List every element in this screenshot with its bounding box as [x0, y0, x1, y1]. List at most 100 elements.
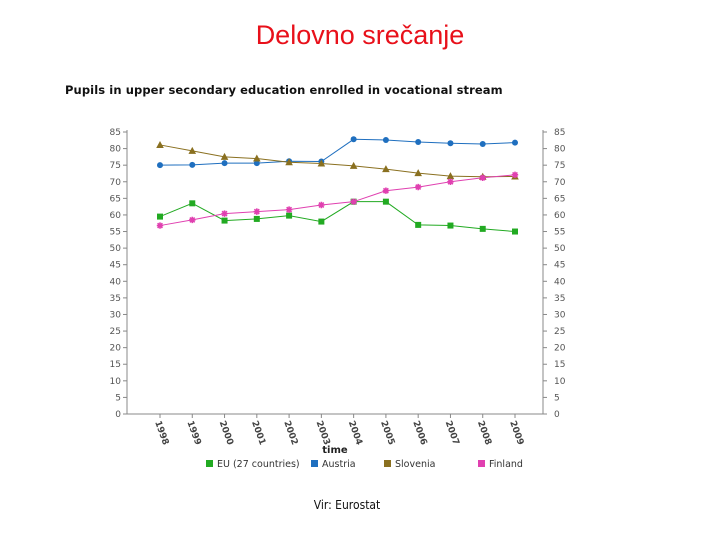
y-tick-label-left: 40 [110, 277, 122, 287]
y-tick-label-right: 20 [554, 344, 566, 354]
x-tick-label: 2007 [443, 420, 461, 447]
legend-label: Finland [489, 459, 523, 470]
x-tick-label: 2009 [507, 420, 525, 447]
data-point [157, 213, 163, 220]
data-point [350, 136, 357, 143]
y-tick-label-left: 15 [110, 360, 121, 370]
x-axis-title: time [322, 445, 348, 456]
data-point [318, 218, 325, 225]
x-tick-label: 1998 [152, 420, 170, 447]
y-tick-label-right: 40 [554, 277, 566, 287]
data-point [285, 158, 293, 166]
data-point [479, 140, 486, 147]
legend-swatch [311, 460, 318, 467]
y-tick-label-left: 45 [110, 261, 121, 271]
x-tick-label: 1999 [184, 420, 202, 447]
y-tick-label-left: 55 [110, 228, 121, 238]
data-point [253, 208, 261, 215]
slide-title: Delovno srečanje [255, 20, 465, 50]
data-point [156, 140, 164, 148]
series-finland [156, 171, 519, 229]
data-point [221, 160, 228, 167]
data-point [253, 215, 260, 222]
source-note: Vir: Eurostat [313, 498, 381, 512]
y-tick-label-left: 0 [115, 410, 121, 420]
x-tick-label: 2002 [281, 420, 299, 447]
series-line [159, 174, 516, 227]
x-tick-label: 2004 [346, 420, 364, 447]
data-point [221, 210, 228, 217]
data-point [479, 174, 486, 181]
y-tick-label-right: 10 [554, 377, 566, 387]
data-point [447, 178, 454, 185]
data-point [414, 183, 422, 191]
y-tick-label-left: 70 [110, 178, 122, 188]
y-tick-label-left: 25 [110, 327, 121, 337]
y-tick-label-left: 65 [110, 194, 121, 204]
y-tick-label-right: 50 [554, 244, 566, 254]
series-line [159, 144, 516, 178]
y-tick-label-right: 15 [554, 360, 565, 370]
chart-title: Pupils in upper secondary education enro… [65, 83, 503, 97]
y-tick-label-right: 5 [554, 393, 560, 403]
x-tick-label: 2000 [217, 420, 235, 447]
chart-legend: EU (27 countries) Austria Slovenia Finland [206, 459, 523, 470]
data-point [512, 139, 518, 146]
x-tick-label: 2006 [410, 420, 428, 447]
y-tick-label-right: 70 [554, 178, 566, 188]
y-tick-label-right: 55 [554, 228, 565, 238]
series-austria [157, 136, 518, 169]
y-tick-label-left: 85 [110, 128, 121, 138]
data-point [415, 138, 422, 145]
series-line [159, 201, 516, 233]
data-point [286, 212, 293, 219]
data-point [447, 140, 454, 147]
data-point [253, 154, 261, 162]
data-point [479, 225, 486, 232]
chart-series [156, 136, 519, 235]
legend-swatch [478, 460, 485, 467]
data-point [414, 169, 422, 177]
x-tick-label: 2003 [314, 420, 332, 447]
y-tick-label-right: 60 [554, 211, 566, 221]
series-line [159, 138, 516, 166]
data-point [511, 171, 519, 178]
data-point [221, 217, 228, 224]
y-tick-label-left: 5 [115, 393, 121, 403]
y-tick-label-left: 80 [110, 145, 122, 155]
y-tick-label-right: 85 [554, 128, 565, 138]
data-point [382, 198, 389, 205]
series-eu-27-countries [157, 198, 518, 235]
data-point [157, 162, 163, 169]
legend-label: Slovenia [395, 459, 435, 470]
y-tick-label-right: 35 [554, 294, 565, 304]
data-point [156, 222, 164, 229]
data-point [415, 221, 422, 228]
data-point [253, 160, 260, 167]
y-tick-label-right: 45 [554, 261, 565, 271]
y-tick-label-left: 35 [110, 294, 121, 304]
data-point [382, 187, 390, 194]
data-point [382, 165, 390, 173]
y-tick-label-right: 0 [554, 410, 560, 420]
y-tick-label-right: 65 [554, 194, 565, 204]
data-point [349, 161, 358, 169]
y-tick-label-left: 50 [110, 244, 122, 254]
data-point [189, 161, 196, 168]
y-tick-label-right: 30 [554, 310, 566, 320]
data-point [447, 222, 454, 229]
y-tick-label-right: 25 [554, 327, 565, 337]
legend-label: Austria [322, 459, 356, 470]
y-tick-label-left: 60 [110, 211, 122, 221]
y-tick-label-right: 75 [554, 161, 565, 171]
x-tick-label: 2005 [378, 420, 396, 447]
y-tick-label-left: 10 [110, 377, 122, 387]
data-point [189, 200, 196, 207]
y-tick-label-left: 20 [110, 344, 122, 354]
data-point [317, 159, 326, 167]
data-point [220, 152, 229, 160]
y-tick-label-left: 30 [110, 310, 122, 320]
data-point [188, 146, 197, 154]
